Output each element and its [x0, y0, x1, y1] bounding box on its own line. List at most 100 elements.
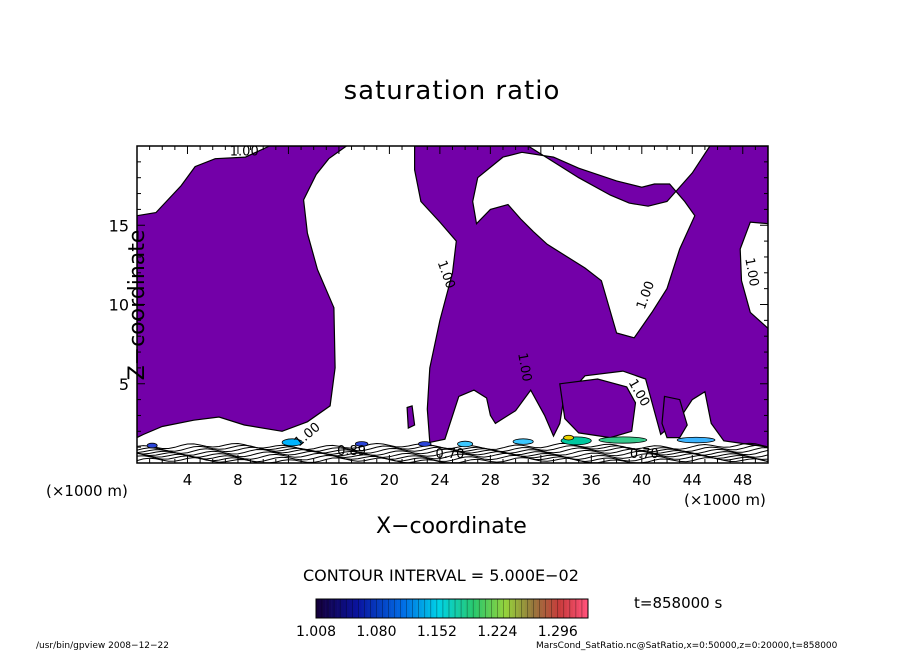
colorbar-tick-label: 1.296 [538, 624, 578, 640]
colorbar-cell [415, 599, 420, 618]
colorbar-cell [367, 599, 371, 618]
colorbar-cell [584, 599, 589, 618]
high-value-spots [146, 434, 716, 449]
colorbar-cell [467, 599, 471, 618]
colorbar-cell [331, 599, 335, 618]
colorbar-cell [373, 599, 377, 618]
colorbar-cell [337, 599, 341, 618]
colorbar-cell [560, 599, 565, 618]
y-tick-label: 15 [109, 216, 129, 235]
footer-right: MarsCond_SatRatio.nc@SatRatio,x=0:50000,… [536, 641, 838, 651]
x-tick-label: 44 [683, 471, 702, 489]
x-tick-label: 36 [582, 471, 601, 489]
colorbar-tick-labels: 1.008 1.080 1.152 1.224 1.296 [296, 624, 578, 640]
colorbar-cell [439, 599, 444, 618]
colorbar-cell [391, 599, 395, 618]
colorbar-cell [403, 599, 407, 618]
colorbar-cell [361, 599, 365, 618]
colorbar-cell [382, 599, 386, 618]
colorbar-cell [418, 599, 423, 618]
region-blob-tiny [406, 405, 416, 430]
colorbar-cell [557, 599, 562, 618]
colorbar-cell [533, 599, 537, 618]
colorbar-cell [473, 599, 477, 618]
colorbar-cell [409, 599, 414, 618]
contour-label: 1.00 [741, 257, 761, 288]
x-tick-label: 4 [183, 471, 193, 489]
colorbar-cell [349, 599, 353, 618]
colorbar-cell [515, 599, 519, 618]
near-surface-contour-line [137, 452, 768, 460]
x-tick-label: 12 [279, 471, 298, 489]
colorbar-cell [445, 599, 450, 618]
colorbar-cell [572, 599, 577, 618]
colorbar-cell [397, 599, 401, 618]
colorbar-cell [536, 599, 540, 618]
colorbar-cell [325, 599, 329, 618]
colorbar-cell [376, 599, 380, 618]
colorbar-cell [388, 599, 392, 618]
y-tick-label: 5 [119, 375, 129, 394]
colorbar-cell [500, 599, 504, 618]
contour-label: 1.00 [514, 352, 534, 383]
colorbar-cell [509, 599, 513, 618]
high-value-spot [457, 440, 474, 448]
colorbar-cell [479, 599, 483, 618]
colorbar-cell [322, 599, 326, 618]
colorbar-cell [548, 599, 553, 618]
time-label: t=858000 s [634, 594, 723, 612]
colorbar-tick-label: 1.224 [477, 624, 517, 640]
chart-title: saturation ratio [343, 76, 561, 106]
colorbar-cell [482, 599, 486, 618]
colorbar-cell [512, 599, 516, 618]
colorbar-cell [491, 599, 495, 618]
colorbar-cell [524, 599, 528, 618]
x-tick-label: 20 [380, 471, 399, 489]
near-surface-contour-line [137, 444, 768, 453]
colorbar-cell [476, 599, 480, 618]
region-supersaturated [137, 146, 768, 448]
colorbar-cell [461, 599, 465, 618]
colorbar-cell [581, 599, 586, 618]
colorbar-cell [506, 599, 510, 618]
colorbar-cell [464, 599, 468, 618]
high-value-spot [676, 436, 716, 444]
colorbar-cell [503, 599, 507, 618]
colorbar-cell [442, 599, 447, 618]
contour-label: 0.70 [435, 447, 464, 462]
colorbar-cell [343, 599, 347, 618]
colorbar [315, 598, 589, 619]
colorbar-tick-label: 1.152 [417, 624, 457, 640]
contour-label: 1.00 [230, 145, 259, 160]
near-surface-contours [137, 442, 768, 463]
colorbar-cell [319, 599, 323, 618]
colorbar-cell [575, 599, 580, 618]
colorbar-cell [394, 599, 398, 618]
x-tick-label: 40 [632, 471, 651, 489]
high-value-spot [563, 434, 575, 441]
colorbar-cell [400, 599, 404, 618]
colorbar-cell [385, 599, 389, 618]
y-axis-ticks: 5 10 15 [109, 161, 768, 448]
colorbar-cell [530, 599, 534, 618]
colorbar-cell [452, 599, 456, 618]
colorbar-cell [521, 599, 525, 618]
high-value-spot [281, 438, 303, 447]
colorbar-cell [527, 599, 531, 618]
colorbar-cell [406, 599, 410, 618]
colorbar-cell [551, 599, 556, 618]
contour-label: 1.00 [634, 279, 658, 311]
colorbar-cell [566, 599, 571, 618]
colorbar-cell [448, 599, 453, 618]
colorbar-cell [554, 599, 559, 618]
colorbar-cell [455, 599, 459, 618]
x-tick-label: 32 [531, 471, 550, 489]
x-tick-label: 16 [329, 471, 348, 489]
high-value-spot [418, 441, 432, 447]
colorbar-cell [485, 599, 489, 618]
colorbar-cell [358, 599, 362, 618]
colorbar-cell [412, 599, 417, 618]
near-surface-contour-line [137, 450, 768, 458]
y-axis-label: Z−coordinate [124, 229, 150, 381]
